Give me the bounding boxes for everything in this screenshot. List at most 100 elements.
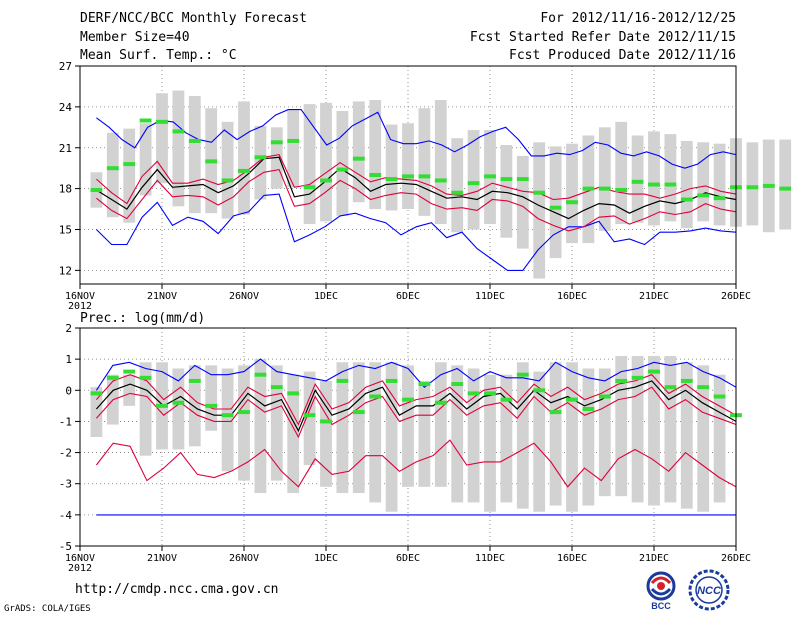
median-mark <box>484 391 496 396</box>
box-bar <box>566 143 578 244</box>
box-bar <box>221 368 234 472</box>
x-tick-label: 16NOV <box>65 291 95 302</box>
median-mark <box>221 178 234 183</box>
x-year-label: 2012 <box>68 301 92 312</box>
box-bar <box>664 356 677 503</box>
box-bar <box>779 139 792 230</box>
box-bar <box>664 134 677 222</box>
median-mark <box>615 187 628 192</box>
box-bar <box>566 362 578 512</box>
median-mark <box>598 394 611 399</box>
median-mark <box>205 403 218 408</box>
median-mark <box>762 183 775 188</box>
box-bar <box>402 123 414 210</box>
x-tick-label: 21DEC <box>639 553 669 564</box>
median-mark <box>156 119 168 124</box>
median-mark <box>680 197 693 202</box>
x-tick-label: 16DEC <box>557 553 587 564</box>
y-tick-label: -4 <box>59 509 73 522</box>
x-tick-label: 21NOV <box>147 553 177 564</box>
series-line-max <box>96 109 737 169</box>
box-bar <box>188 95 201 214</box>
box-bar <box>713 374 726 503</box>
box-bar <box>615 121 628 225</box>
x-tick-label: 21DEC <box>639 291 669 302</box>
box-bar <box>434 100 447 225</box>
x-tick-label: 11DEC <box>475 553 505 564</box>
box-bar <box>238 365 250 481</box>
y-tick-label: 18 <box>59 183 72 196</box>
box-bar <box>287 109 300 188</box>
median-mark <box>566 200 578 205</box>
box-bar <box>648 356 660 506</box>
median-mark <box>90 187 103 192</box>
series-line-mean <box>95 380 737 433</box>
box-bar <box>205 365 218 431</box>
median-mark <box>451 382 464 387</box>
median-mark <box>320 178 332 183</box>
fcst-started-label: Fcst Started Refer Date 2012/11/15 <box>469 30 736 45</box>
box-bar <box>238 101 250 215</box>
y-tick-label: 15 <box>59 224 72 237</box>
box-bar <box>549 362 562 506</box>
median-mark <box>385 177 398 182</box>
median-mark <box>352 410 365 415</box>
median-mark <box>434 400 447 405</box>
box-bar <box>680 140 693 229</box>
x-tick-label: 26DEC <box>721 553 751 564</box>
svg-text:NCC: NCC <box>697 585 722 597</box>
box-bar <box>631 356 644 503</box>
box-bar <box>631 135 644 223</box>
median-mark <box>697 193 710 198</box>
series-line-p-upper <box>96 153 737 205</box>
median-mark <box>336 167 349 172</box>
median-mark <box>582 186 595 191</box>
svg-text:BCC: BCC <box>651 601 671 611</box>
median-mark <box>631 179 644 184</box>
box-bar <box>516 155 529 249</box>
precipitation-panel: -5 -4 -3 -2 -1 0 1 2 16NOV 21NOV 26NOV 1DEC 6DEC 11DE… <box>59 311 751 574</box>
median-mark <box>139 118 152 123</box>
median-mark <box>287 391 300 396</box>
median-mark <box>500 397 513 402</box>
ncc-logo: NCC <box>688 569 730 611</box>
box-bar <box>533 371 546 512</box>
x-tick-label: 21NOV <box>147 291 177 302</box>
box-bar <box>369 362 382 503</box>
y-tick-label: -3 <box>59 478 72 491</box>
box-bar <box>270 365 283 481</box>
median-mark <box>500 177 513 182</box>
box-bar <box>451 365 464 503</box>
median-mark <box>106 375 119 380</box>
box-bar <box>533 142 546 279</box>
y-tick-label: 21 <box>59 142 72 155</box>
median-mark <box>648 369 660 374</box>
box-bar <box>418 108 431 216</box>
y-tick-label: 27 <box>59 60 72 73</box>
box-bar <box>598 368 611 497</box>
grads-credit: GrADS: COLA/IGES <box>4 604 91 614</box>
median-mark <box>533 190 546 195</box>
box-bar <box>746 142 759 226</box>
x-year-label: 2012 <box>68 563 92 574</box>
x-tick-label: 16NOV <box>65 553 95 564</box>
median-mark <box>680 378 693 383</box>
website-url[interactable]: http://cmdp.ncc.cma.gov.cn <box>75 582 279 597</box>
box-bar <box>582 368 595 506</box>
median-mark <box>238 168 250 173</box>
bcc-logo: BCC <box>646 571 676 611</box>
median-mark <box>746 185 759 190</box>
box-bar <box>484 374 496 512</box>
median-mark <box>188 138 201 143</box>
median-mark <box>418 174 431 179</box>
median-mark <box>451 190 464 195</box>
median-mark <box>402 174 414 179</box>
median-mark <box>402 397 414 402</box>
box-bar <box>697 365 710 512</box>
box-bar <box>221 121 234 219</box>
box-bar <box>385 362 398 512</box>
median-mark <box>139 375 152 380</box>
series-line-p-upper <box>95 374 737 426</box>
box-bar <box>123 374 136 406</box>
median-mark <box>172 129 185 134</box>
